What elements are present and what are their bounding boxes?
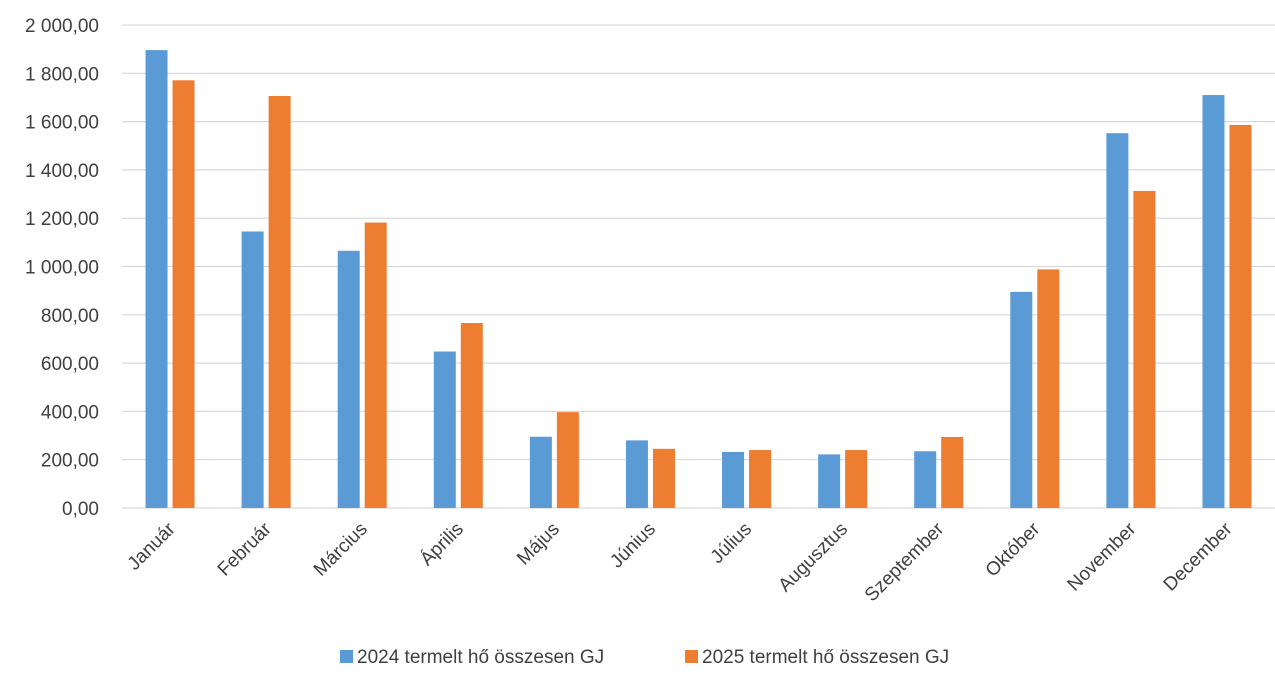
bar-2025-7 bbox=[845, 450, 868, 508]
x-tick-label: December bbox=[1160, 518, 1237, 595]
x-tick-label: Augusztus bbox=[775, 519, 853, 597]
y-tick-label: 2 000,00 bbox=[25, 16, 99, 37]
y-tick-label: 0,00 bbox=[62, 499, 99, 520]
bar-2024-10 bbox=[1106, 133, 1129, 508]
x-tick-label: Június bbox=[606, 519, 660, 573]
y-tick-label: 400,00 bbox=[41, 402, 99, 423]
x-tick-label: Január bbox=[124, 518, 180, 574]
bar-2025-9 bbox=[1037, 269, 1060, 508]
bar-2025-8 bbox=[941, 436, 964, 508]
x-tick-label: Február bbox=[214, 518, 276, 580]
y-tick-label: 200,00 bbox=[41, 451, 99, 472]
legend-swatch-2024 bbox=[340, 650, 353, 663]
legend: 2024 termelt hő összesen GJ 2025 termelt … bbox=[340, 647, 949, 668]
x-axis-category-labels: Január Február Március Április Május Június Jú… bbox=[124, 518, 1237, 606]
bar-2024-3 bbox=[433, 351, 456, 508]
bar-2025-3 bbox=[460, 323, 483, 508]
x-tick-label: Október bbox=[982, 518, 1045, 581]
x-tick-label: November bbox=[1064, 518, 1141, 595]
bar-2025-0 bbox=[172, 80, 195, 508]
bars bbox=[145, 50, 1252, 509]
x-tick-label: Május bbox=[513, 519, 564, 570]
y-tick-label: 1 200,00 bbox=[25, 209, 99, 230]
legend-label-2025: 2025 termelt hő összesen GJ bbox=[702, 647, 949, 668]
bar-2024-4 bbox=[529, 436, 552, 508]
x-tick-label: Március bbox=[310, 519, 372, 581]
y-tick-label: 1 000,00 bbox=[25, 258, 99, 279]
y-tick-label: 1 400,00 bbox=[25, 161, 99, 182]
bar-2025-11 bbox=[1229, 124, 1252, 508]
bar-2025-6 bbox=[749, 450, 772, 508]
legend-label-2024: 2024 termelt hő összesen GJ bbox=[357, 647, 604, 668]
y-tick-label: 1 800,00 bbox=[25, 64, 99, 85]
bar-2024-9 bbox=[1010, 291, 1033, 508]
gridlines bbox=[122, 24, 1275, 509]
bar-2024-1 bbox=[241, 231, 264, 509]
y-axis-tick-labels: 0,00 200,00 400,00 600,00 800,00 1 000,00 1 20… bbox=[25, 16, 99, 520]
y-tick-label: 600,00 bbox=[41, 354, 99, 375]
bar-2024-6 bbox=[722, 451, 745, 508]
bar-2024-2 bbox=[337, 250, 360, 509]
bar-2024-7 bbox=[818, 454, 841, 508]
bar-2025-2 bbox=[364, 222, 387, 508]
bar-2024-0 bbox=[145, 50, 168, 509]
y-tick-label: 800,00 bbox=[41, 306, 99, 327]
bar-2025-4 bbox=[556, 412, 579, 508]
bar-2025-1 bbox=[268, 96, 291, 508]
bar-2024-8 bbox=[914, 451, 937, 508]
bar-2025-10 bbox=[1133, 190, 1156, 508]
x-tick-label: Július bbox=[707, 519, 756, 568]
x-tick-label: Szeptember bbox=[861, 518, 949, 606]
bar-2025-5 bbox=[652, 448, 675, 508]
legend-swatch-2025 bbox=[685, 650, 698, 663]
bar-2024-11 bbox=[1202, 95, 1225, 508]
bar-2024-5 bbox=[625, 440, 648, 508]
y-tick-label: 1 600,00 bbox=[25, 113, 99, 134]
x-tick-label: Április bbox=[416, 519, 467, 570]
